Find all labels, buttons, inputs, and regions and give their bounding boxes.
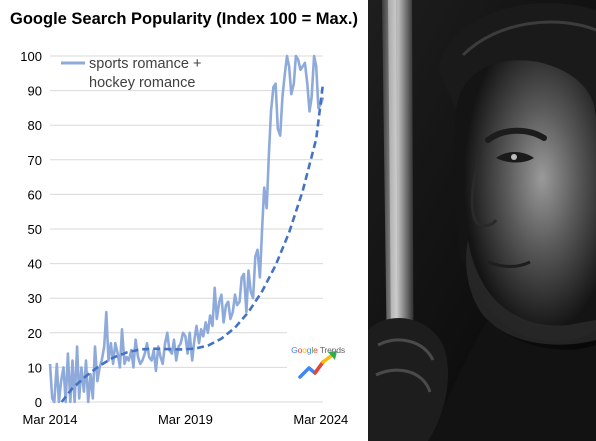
series-layer bbox=[48, 54, 325, 404]
y-tick-label: 70 bbox=[28, 153, 42, 168]
legend-label: hockey romance bbox=[89, 75, 195, 91]
y-tick-label: 10 bbox=[28, 360, 42, 375]
google-trends-logo: Google Trends bbox=[287, 328, 349, 390]
y-tick-label: 100 bbox=[20, 49, 42, 64]
y-tick-label: 0 bbox=[35, 395, 42, 410]
y-tick-label: 30 bbox=[28, 291, 42, 306]
chart-svg: Google Search Popularity (Index 100 = Ma… bbox=[10, 10, 358, 427]
chart-panel: Google Search Popularity (Index 100 = Ma… bbox=[10, 10, 358, 427]
trend-line bbox=[60, 83, 325, 403]
x-tick-label: Mar 2019 bbox=[158, 412, 213, 427]
y-axis-tick-labels: 0 10 20 30 40 50 60 70 80 90 100 bbox=[20, 49, 42, 410]
hockey-player-photo bbox=[368, 0, 596, 441]
series-line bbox=[48, 54, 325, 404]
y-tick-label: 90 bbox=[28, 84, 42, 99]
y-tick-label: 20 bbox=[28, 326, 42, 341]
legend-label: sports romance + bbox=[89, 56, 201, 72]
y-tick-label: 80 bbox=[28, 118, 42, 133]
y-tick-label: 50 bbox=[28, 222, 42, 237]
y-tick-label: 60 bbox=[28, 187, 42, 202]
x-tick-label: Mar 2014 bbox=[23, 412, 78, 427]
y-tick-label: 40 bbox=[28, 257, 42, 272]
legend: sports romance + hockey romance bbox=[61, 56, 201, 91]
x-tick-label: Mar 2024 bbox=[293, 412, 348, 427]
chart-title: Google Search Popularity (Index 100 = Ma… bbox=[10, 10, 358, 28]
hockey-player-photo-art bbox=[368, 0, 596, 441]
gridlines bbox=[50, 55, 323, 403]
google-trends-logo-text: Google Trends bbox=[291, 345, 345, 355]
trending-arrow-icon bbox=[298, 351, 337, 379]
x-axis-tick-labels: Mar 2014 Mar 2019 Mar 2024 bbox=[23, 412, 349, 427]
